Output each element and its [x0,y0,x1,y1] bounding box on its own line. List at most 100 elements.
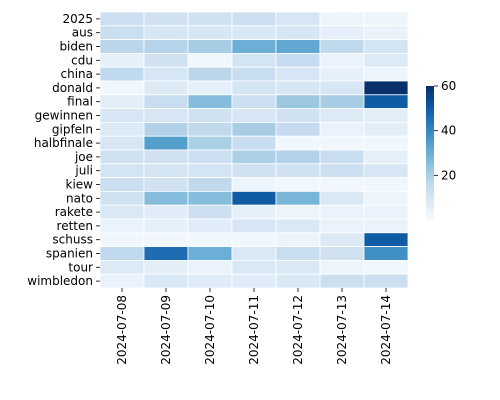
x-tick-label: 2024-07-09 [159,295,173,365]
y-tick-label: nato [66,191,93,205]
heatmap-cell [319,80,365,96]
colorbar-tick-label: 40 [441,124,456,138]
heatmap-cell [319,11,365,27]
colorbar-gradient [426,86,434,220]
heatmap-cell [187,122,233,137]
heatmap-cell [143,273,189,289]
heatmap-cell [275,122,321,137]
y-tick-label: gewinnen [35,109,93,123]
heatmap-cell [99,66,145,82]
y-tick-label: final [67,95,93,109]
heatmap-cell [187,94,233,110]
colorbar-tick-label: 20 [441,168,456,182]
heatmap-cell [143,204,189,220]
heatmap-cell [143,108,189,123]
heatmap-cell [231,218,277,234]
heatmap-cell [319,25,365,40]
heatmap-cell [363,232,409,248]
y-tick-label: aus [72,26,93,40]
heatmap-cell [363,246,409,261]
heatmap-cell [275,259,321,275]
heatmap-cell [99,246,145,261]
heatmap-cell [143,53,189,68]
heatmap-cell [319,273,365,289]
heatmap-cell [231,53,277,68]
heatmap-cell [143,25,189,40]
heatmap-cell [363,259,409,275]
heatmap-cell [319,108,365,123]
y-tick-label: joe [74,150,93,164]
heatmap-cell [275,149,321,165]
heatmap-cell [187,108,233,123]
y-tick-label: cdu [71,53,93,67]
heatmap-cell [275,39,321,54]
x-tick-labels: 2024-07-08 2024-07-09 2024-07-10 2024-07-11… [115,288,393,365]
y-tick-label: schuss [52,233,93,247]
heatmap-cell [187,273,233,289]
heatmap-cell [363,190,409,206]
heatmap-cell [143,163,189,179]
heatmap-cell [231,259,277,275]
heatmap-cell [363,25,409,40]
heatmap-cell [99,259,145,275]
y-tick-label: halbfinale [34,136,93,150]
heatmap-cell [143,11,189,27]
heatmap-cell [231,135,277,151]
y-tick-label: tour [68,260,93,274]
x-tick-label: 2024-07-11 [247,295,261,365]
heatmap-cell [275,25,321,40]
heatmap-cell [319,259,365,275]
heatmap-cell [99,204,145,220]
heatmap-cell [275,190,321,206]
heatmap-cell [99,11,145,27]
heatmap-cell [319,232,365,248]
heatmap-cell [187,135,233,151]
heatmap-cell [187,80,233,96]
y-tick-label: gipfeln [52,122,93,136]
y-tick-label: retten [57,219,93,233]
heatmap-cell [319,53,365,68]
heatmap-cell [99,122,145,137]
x-tick-label: 2024-07-13 [335,295,349,365]
x-tick-label: 2024-07-10 [203,295,217,365]
heatmap-cell [99,135,145,151]
heatmap-cell [99,190,145,206]
heatmap-cell [231,39,277,54]
y-tick-label: china [61,67,94,81]
heatmap-cell [231,246,277,261]
x-tick-label: 2024-07-12 [291,295,305,365]
heatmap-cell [231,177,277,192]
heatmap-cell [319,190,365,206]
heatmap-cell [275,163,321,179]
heatmap-cell [99,149,145,165]
heatmap-cell [187,25,233,40]
heatmap-cell [275,94,321,110]
heatmap-cell [275,177,321,192]
heatmap-cell [99,80,145,96]
heatmap-cell [319,122,365,137]
y-tick-label: rakete [55,205,93,219]
heatmap-cell [275,218,321,234]
heatmap-cell [319,204,365,220]
heatmap-cell [143,149,189,165]
heatmap-cell [143,259,189,275]
heatmap-cell [363,66,409,82]
heatmap-cell [99,94,145,110]
heatmap-cell [99,108,145,123]
heatmap-cell [143,80,189,96]
y-tick-label: 2025 [62,12,93,26]
heatmap-cell [319,163,365,179]
heatmap-cell [187,11,233,27]
heatmap-cell [231,25,277,40]
heatmap-cell [143,246,189,261]
heatmap-cell [143,218,189,234]
heatmap-cell [187,53,233,68]
heatmap-cell [363,204,409,220]
heatmap-cell [143,66,189,82]
heatmap-cell [275,80,321,96]
heatmap-cell [319,218,365,234]
heatmap-cell [231,11,277,27]
heatmap-cell [363,39,409,54]
heatmap-cell [99,163,145,179]
